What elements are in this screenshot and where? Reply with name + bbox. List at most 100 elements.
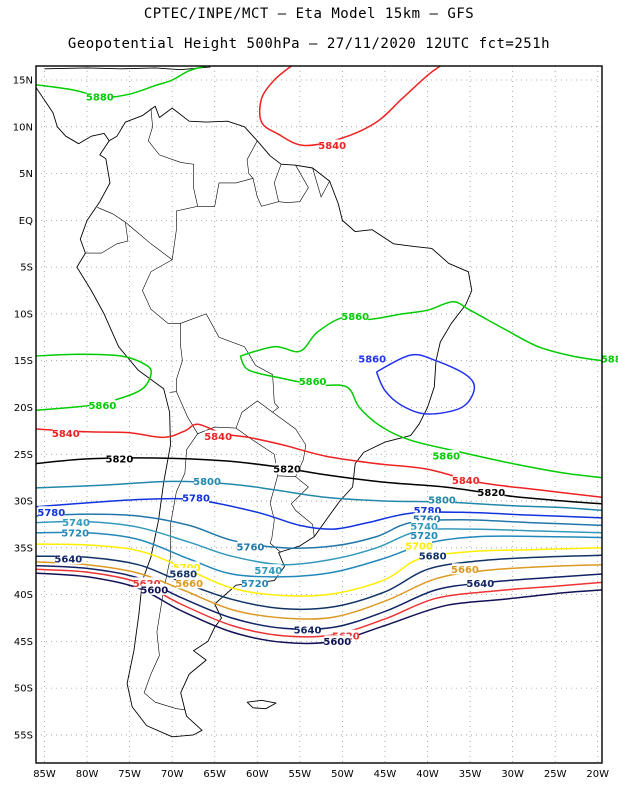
contour-label-bg xyxy=(194,475,221,487)
country-border xyxy=(176,391,273,435)
lat-tick-label: 15S xyxy=(14,356,33,367)
contour-label-bg xyxy=(342,310,369,322)
contour-label: 5660 xyxy=(175,579,203,590)
contour-label-bg xyxy=(38,506,65,518)
lat-tick-label: 5N xyxy=(19,169,33,180)
map-title-line-1: CPTEC/INPE/MCT – Eta Model 15km – GFS xyxy=(143,6,475,22)
country-border xyxy=(290,476,315,537)
contour-label: 5780 xyxy=(414,506,442,517)
lat-tick-label: 35S xyxy=(14,543,33,554)
contour-label-bg xyxy=(319,139,346,151)
coastline-central-america xyxy=(36,87,110,159)
country-border xyxy=(278,165,309,203)
contour-labels: 5880 5840 5860 5880 5860 5860 5860 5840 5840 5860… xyxy=(37,90,618,648)
contour-label-bg xyxy=(406,539,433,551)
country-border xyxy=(85,207,129,254)
contour-label-bg xyxy=(433,450,460,462)
lon-tick-label: 20W xyxy=(586,769,609,780)
contour-label: 5640 xyxy=(54,555,82,566)
contour-label-bg xyxy=(62,526,89,538)
axis-tick-labels: 15N 10N 5N EQ 5S 10S 15S 20S 25S 30S 35S 40S 45S 50S 5… xyxy=(13,76,609,780)
contour-label: 5860 xyxy=(358,354,386,365)
lon-tick-label: 85W xyxy=(33,769,56,780)
contour-5660 xyxy=(36,561,602,620)
contour-label: 5740 xyxy=(62,518,90,529)
contour-label: 5840 xyxy=(318,141,346,152)
lat-lon-grid xyxy=(36,66,602,763)
lat-tick-label: 30S xyxy=(14,497,33,508)
country-border xyxy=(269,538,282,553)
contour-label-bg xyxy=(294,624,321,636)
contour-label-bg xyxy=(411,520,438,532)
lat-tick-label: EQ xyxy=(19,216,33,227)
contour-label-bg xyxy=(467,577,494,589)
coastline-caribbean-islands xyxy=(44,66,211,71)
contour-label-bg xyxy=(359,352,386,364)
contour-5740 xyxy=(36,520,602,566)
coastlines-and-borders xyxy=(36,66,473,738)
contour-label-bg xyxy=(89,399,116,411)
contour-label: 5780 xyxy=(37,508,65,519)
contour-label: 5700 xyxy=(405,541,433,552)
contour-5880 xyxy=(240,301,602,362)
contour-label: 5800 xyxy=(428,496,456,507)
contour-label-bg xyxy=(324,635,351,647)
contour-label: 5780 xyxy=(182,494,210,505)
lat-tick-label: 45S xyxy=(14,637,33,648)
contour-label: 5840 xyxy=(204,432,232,443)
lat-tick-label: 15N xyxy=(13,76,33,87)
contour-5880 xyxy=(36,353,152,412)
contour-label-bg xyxy=(299,375,326,387)
contour-5880 xyxy=(36,66,207,98)
lat-tick-label: 40S xyxy=(14,590,33,601)
contour-label-bg xyxy=(451,563,478,575)
contour-label: 5760 xyxy=(413,514,441,525)
contour-label: 5720 xyxy=(410,531,438,542)
country-border xyxy=(252,164,282,207)
contour-label-bg xyxy=(63,516,90,528)
contour-label: 5720 xyxy=(61,528,89,539)
country-border xyxy=(143,433,198,710)
map-title-line-2: Geopotential Height 500hPa – 27/11/2020 … xyxy=(67,36,551,52)
lon-tick-label: 65W xyxy=(203,769,226,780)
contour-label: 5760 xyxy=(237,542,265,553)
lon-tick-label: 35W xyxy=(459,769,482,780)
contour-label-bg xyxy=(106,452,133,464)
lat-tick-label: 20S xyxy=(14,403,33,414)
lat-tick-label: 25S xyxy=(14,450,33,461)
contour-label: 5860 xyxy=(432,452,460,463)
contour-label-bg xyxy=(413,512,440,524)
contour-label-bg xyxy=(414,504,441,516)
contour-5720 xyxy=(36,531,602,578)
country-border xyxy=(180,313,280,413)
lon-tick-label: 30W xyxy=(501,769,524,780)
coastline-falklands xyxy=(246,699,277,710)
map-frame xyxy=(35,65,603,764)
contour-label: 5640 xyxy=(466,579,494,590)
contour-label-bg xyxy=(255,564,282,576)
contour-label: 5600 xyxy=(140,585,168,596)
lat-tick-label: 5S xyxy=(20,263,33,274)
lat-tick-label: 50S xyxy=(14,684,33,695)
contour-label-bg xyxy=(183,492,210,504)
contour-label: 5600 xyxy=(323,637,351,648)
coastline-south-america-west xyxy=(76,105,473,738)
country-border xyxy=(197,140,258,207)
contour-label: 5720 xyxy=(241,579,269,590)
contour-label: 5740 xyxy=(254,566,282,577)
contour-5680 xyxy=(36,554,602,611)
country-border xyxy=(269,475,278,539)
contour-label-bg xyxy=(601,352,618,364)
contour-label: 5640 xyxy=(294,626,322,637)
contour-label: 5880 xyxy=(86,92,114,103)
contour-label-bg xyxy=(419,550,446,562)
contour-label: 5840 xyxy=(52,429,80,440)
contour-label: 5860 xyxy=(341,312,369,323)
contour-label-bg xyxy=(176,577,203,589)
lon-tick-label: 40W xyxy=(416,769,439,780)
contour-label: 5820 xyxy=(273,465,301,476)
country-border xyxy=(147,108,199,260)
lat-tick-label: 10S xyxy=(14,309,33,320)
contour-label-bg xyxy=(55,553,82,565)
lon-tick-label: 80W xyxy=(76,769,99,780)
